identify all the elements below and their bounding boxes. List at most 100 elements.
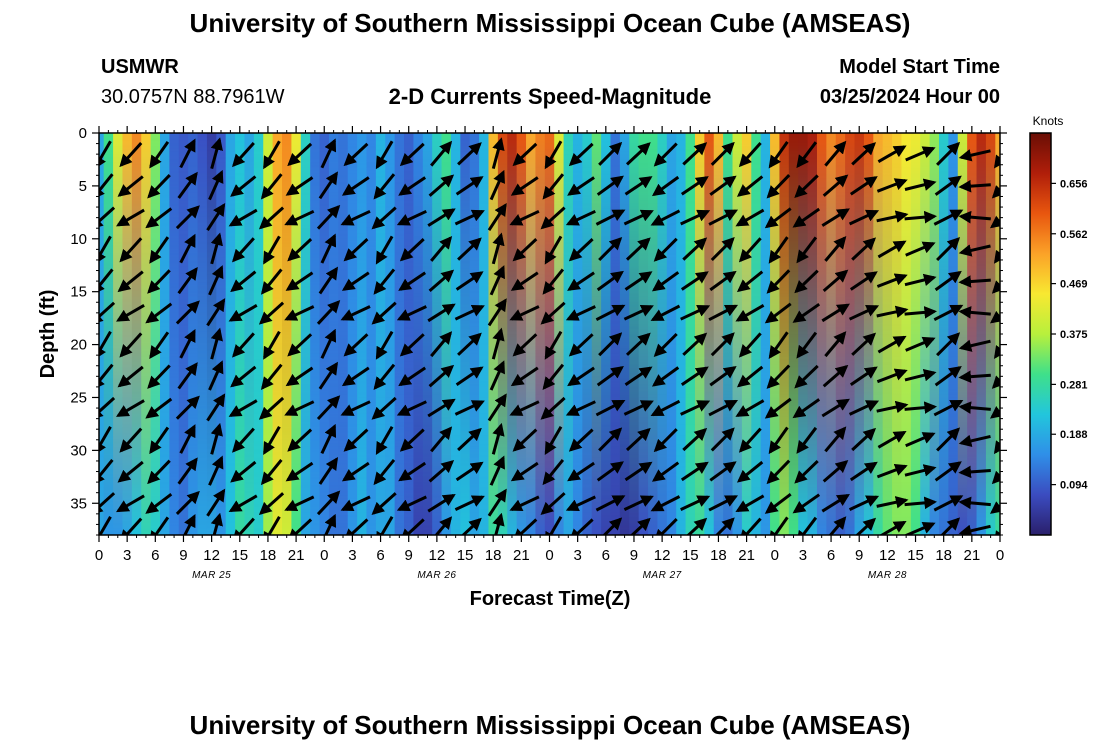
current-vector-arrow [682, 427, 708, 452]
current-vector-arrow [651, 366, 680, 387]
current-vector-arrow [99, 458, 114, 486]
current-vector-arrow [904, 306, 938, 319]
current-vector-arrow [343, 333, 369, 357]
current-vector-arrow [258, 206, 285, 230]
current-vector-arrow [848, 209, 880, 226]
current-vector-arrow [232, 517, 255, 535]
current-vector-arrow [457, 237, 482, 261]
x-tick-label: 12 [203, 547, 220, 564]
current-vector-arrow [455, 366, 484, 386]
heatmap-column-surface [873, 133, 884, 535]
current-vector-arrow [119, 237, 143, 263]
current-vector-arrow [371, 492, 397, 515]
current-vector-arrow [512, 142, 538, 167]
current-vector-arrow [849, 461, 878, 482]
current-vector-arrow [568, 428, 594, 452]
current-vector-arrow [993, 440, 1000, 455]
plot-title: 2-D Currents Speed-Magnitude [388, 84, 712, 109]
current-vector-arrow [340, 495, 371, 512]
current-vector-arrow [258, 301, 285, 325]
current-vector-arrow [509, 305, 540, 321]
current-vector-arrow [940, 517, 961, 535]
current-vector-arrow [624, 176, 653, 196]
page-title: University of Southern Mississippi Ocean… [189, 8, 911, 38]
current-vector-arrow [491, 137, 505, 169]
current-vector-arrow [766, 174, 791, 199]
current-vector-arrow [487, 393, 507, 422]
current-vector-arrow [175, 205, 200, 230]
current-vector-arrow [284, 495, 315, 512]
current-vector-arrow [371, 206, 397, 230]
current-vector-arrow [149, 426, 170, 455]
heatmap-column-surface [957, 133, 968, 535]
current-vector-arrow [149, 236, 170, 264]
heatmap-column-surface [826, 133, 837, 535]
y-tick-label: 35 [70, 495, 87, 512]
x-tick-label: 9 [179, 547, 187, 564]
current-vector-arrow [258, 492, 285, 515]
current-vector-arrow [509, 495, 540, 512]
current-vector-arrow [489, 169, 505, 201]
current-vector-arrow [851, 142, 877, 166]
heatmap-column-surface [601, 133, 612, 535]
current-vector-arrow [116, 304, 145, 322]
current-vector-arrow [651, 175, 680, 197]
current-vector-arrow [396, 400, 427, 416]
current-vector-arrow [487, 298, 507, 327]
current-vector-arrow [796, 141, 818, 169]
x-tick-label: 12 [879, 547, 896, 564]
current-vector-arrow [991, 470, 1000, 485]
heatmap-column-surface [582, 133, 593, 535]
current-vector-arrow [768, 236, 789, 264]
current-vector-arrow [228, 304, 258, 322]
current-vector-arrow [794, 460, 819, 484]
current-vector-arrow [904, 369, 937, 382]
heatmap-column-surface [535, 133, 546, 535]
current-vector-arrow [653, 332, 678, 357]
current-vector-arrow [210, 422, 223, 455]
heatmap-column-surface [629, 133, 640, 535]
current-vector-arrow [455, 461, 484, 482]
current-vector-arrow [623, 305, 654, 321]
x-tick-label: 12 [654, 547, 671, 564]
current-vector-arrow [341, 366, 370, 387]
current-vector-arrow [284, 400, 315, 416]
current-vector-arrow [232, 427, 255, 453]
current-vector-arrow [343, 142, 369, 167]
current-vector-arrow [709, 366, 737, 387]
current-vector-arrow [958, 434, 991, 448]
current-vector-arrow [933, 495, 964, 512]
current-vector-arrow [993, 249, 1000, 264]
current-vector-arrow [736, 175, 764, 197]
current-vector-arrow [177, 171, 198, 199]
current-vector-arrow [738, 517, 762, 535]
x-tick-label: 18 [935, 547, 952, 564]
y-tick-label: 15 [70, 284, 87, 301]
heatmap-column-surface [666, 133, 678, 535]
current-vector-arrow [509, 400, 540, 416]
x-tick-label: 6 [827, 547, 835, 564]
colorbar-tick-label: 0.562 [1060, 229, 1088, 241]
current-vector-arrow [208, 169, 224, 201]
heatmap-column-surface [929, 133, 940, 535]
x-tick-label: 3 [123, 547, 131, 564]
current-vector-arrow [877, 240, 907, 259]
current-vector-arrow [177, 362, 198, 390]
current-vector-arrow [487, 202, 507, 232]
current-vector-arrow [149, 331, 170, 359]
current-vector-arrow [904, 401, 938, 414]
current-vector-arrow [263, 515, 281, 535]
current-vector-arrow [119, 427, 143, 453]
current-vector-arrow [149, 516, 170, 535]
current-vector-arrow [709, 270, 737, 292]
current-vector-arrow [598, 332, 623, 357]
current-vector-arrow [824, 426, 847, 453]
current-vector-arrow [958, 244, 991, 257]
current-vector-arrow [99, 301, 116, 325]
current-vector-arrow [454, 495, 485, 511]
current-vector-arrow [792, 302, 821, 323]
current-vector-arrow [371, 396, 397, 420]
current-vector-arrow [708, 399, 739, 417]
y-axis-label: Depth (ft) [37, 290, 59, 379]
current-vector-arrow [99, 330, 112, 360]
